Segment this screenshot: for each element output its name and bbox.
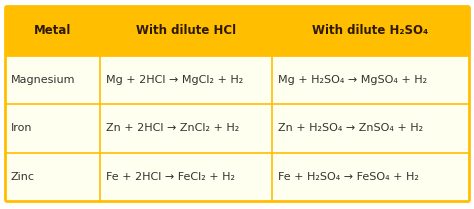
Bar <box>5 55 469 104</box>
Text: Zinc: Zinc <box>10 172 35 182</box>
Bar <box>5 6 469 55</box>
Text: Metal: Metal <box>34 24 71 37</box>
Text: Fe + H₂SO₄ → FeSO₄ + H₂: Fe + H₂SO₄ → FeSO₄ + H₂ <box>277 172 419 182</box>
Text: Iron: Iron <box>10 124 32 133</box>
Text: Zn + 2HCl → ZnCl₂ + H₂: Zn + 2HCl → ZnCl₂ + H₂ <box>106 124 239 133</box>
Text: With dilute HCl: With dilute HCl <box>136 24 236 37</box>
Text: With dilute H₂SO₄: With dilute H₂SO₄ <box>312 24 428 37</box>
Bar <box>5 104 469 153</box>
Text: Zn + H₂SO₄ → ZnSO₄ + H₂: Zn + H₂SO₄ → ZnSO₄ + H₂ <box>277 124 423 133</box>
Text: Fe + 2HCl → FeCl₂ + H₂: Fe + 2HCl → FeCl₂ + H₂ <box>106 172 235 182</box>
Text: Mg + 2HCl → MgCl₂ + H₂: Mg + 2HCl → MgCl₂ + H₂ <box>106 75 243 85</box>
Text: Mg + H₂SO₄ → MgSO₄ + H₂: Mg + H₂SO₄ → MgSO₄ + H₂ <box>277 75 427 85</box>
Bar <box>5 153 469 201</box>
Text: Magnesium: Magnesium <box>10 75 75 85</box>
